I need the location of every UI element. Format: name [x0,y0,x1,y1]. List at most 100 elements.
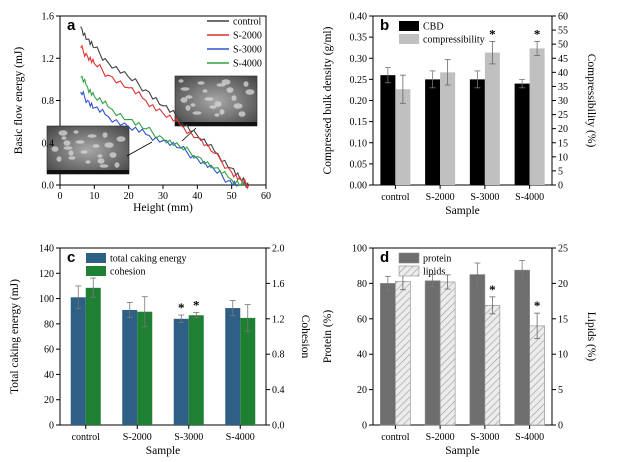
y-right-tick-label: 55 [558,26,568,37]
legend-swatch [86,266,106,276]
y-tick-label: 0.30 [350,54,368,65]
x-category-label: control [72,432,101,443]
y-right-tick-label: 1.2 [272,314,285,325]
panel-label: c [67,249,75,266]
legend-label: S-2000 [233,31,262,42]
panel-a [46,15,267,190]
significance-mark: * [178,300,185,315]
y-tick-label: 0.05 [350,159,368,170]
sem-particle [92,144,100,148]
sem-particle [180,87,190,91]
sem-scale-strip [47,170,129,174]
bar-compressibility [395,89,411,185]
sem-particle [192,111,202,115]
y-tick-label: 40 [44,370,54,381]
y-tick-label: 60 [44,345,54,356]
y-right-tick-label: 15 [558,138,568,149]
bar-total-caking-energy [225,308,241,425]
x-category-label: S-2000 [426,432,455,443]
bar-cohesion [188,315,204,425]
sem-particle [214,101,222,107]
y-tick-label: 40 [357,350,367,361]
sem-particle [58,130,68,136]
panel-label: d [380,249,389,266]
sem-particle [216,83,226,87]
sem-particle [180,97,188,103]
sem-particle [73,130,79,134]
y-right-tick-label: 25 [558,244,568,255]
y-right-tick-label: 50 [558,40,568,51]
panel-label: a [67,17,76,34]
y-right-tick-label: 15 [558,314,568,325]
sem-particle [99,164,109,168]
sem-particle [231,95,237,101]
series-line-s-2000 [80,44,250,190]
sem-particle [233,103,243,109]
sem-particle [102,132,108,138]
y-tick-label: 0.40 [350,12,368,23]
y-tick-label: 0.00 [350,181,368,192]
x-category-label: S-2000 [426,192,455,203]
bar-compressibility [484,52,500,185]
bar-total-caking-energy [122,309,138,425]
y-tick-label: 0 [49,421,54,432]
sem-particle [97,158,105,164]
legend-label: lipids [423,267,445,278]
panel-b [369,15,556,189]
bar-protein [514,269,530,426]
sem-scale-strip [175,122,257,126]
bar-compressibility [440,72,456,185]
y-tick-label: 0.8 [42,96,55,107]
significance-mark: * [489,282,496,297]
x-category-label: S-4000 [515,432,544,443]
y-tick-label: 20 [357,385,367,396]
legend-label: total caking energy [110,254,186,265]
sem-particle [238,111,246,117]
y-tick-label: 60 [357,314,367,325]
sem-particle [80,150,88,154]
bar-compressibility [529,48,545,186]
legend-label: compressibility [423,35,485,46]
y-tick-label: 0.20 [350,96,368,107]
y-axis-label: Basic flow energy (mJ) [13,47,25,155]
y-right-axis-label: Compressibility (%) [585,54,597,148]
sem-particle [68,150,74,156]
bar-total-caking-energy [173,318,189,425]
sem-particle [51,146,59,152]
sem-particle [61,136,67,140]
y-right-tick-label: 0.8 [272,350,285,361]
legend-swatch [399,21,419,31]
y-right-tick-label: 0.4 [272,385,285,396]
y-right-tick-label: 25 [558,110,568,121]
y-right-tick-label: 5 [558,385,563,396]
panel-label: b [380,17,389,34]
sem-particle [243,81,249,87]
y-tick-label: 0.10 [350,138,368,149]
x-tick-label: 30 [158,191,168,202]
y-right-tick-label: 5 [558,166,563,177]
sem-particle [209,105,217,109]
sem-particle [185,95,193,99]
y-right-axis-label: Cohesion [299,315,311,359]
y-tick-label: 120 [39,269,54,280]
sem-particle [109,152,117,158]
x-category-label: S-3000 [470,432,499,443]
sem-particle [87,134,97,138]
legend-swatch [399,34,419,44]
bar-cbd [425,79,441,185]
bar-lipids [395,280,411,426]
x-tick-label: 20 [124,191,134,202]
bar-lipids [439,281,456,426]
bar-cohesion [137,311,153,425]
sem-particle [245,89,255,95]
bar-cbd [380,75,396,185]
y-tick-label: 0.15 [350,117,368,128]
sem-particle [116,136,126,142]
x-tick-label: 10 [89,191,99,202]
legend-swatch [398,252,420,264]
panel-d [369,247,556,429]
y-right-tick-label: 0 [558,181,563,192]
y-right-axis-label: Lipids (%) [585,312,597,362]
bar-lipids [529,325,545,426]
